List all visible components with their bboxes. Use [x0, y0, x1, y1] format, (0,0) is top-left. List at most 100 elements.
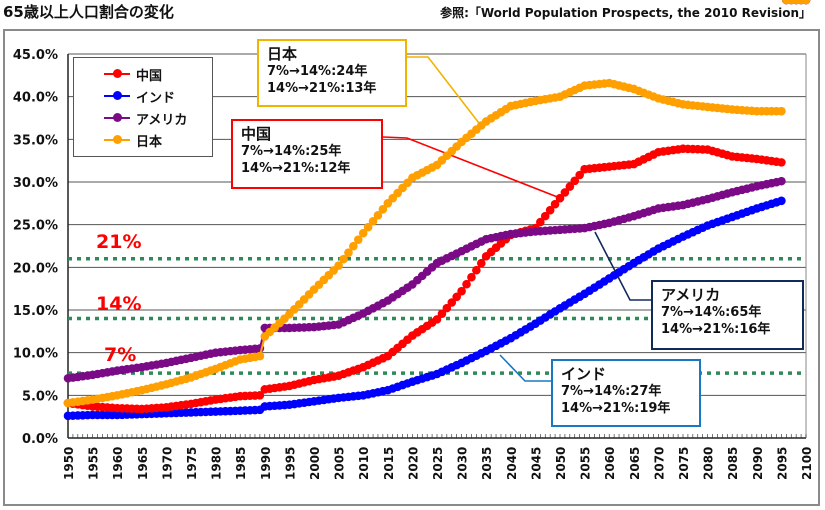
series-日本: [63, 0, 811, 408]
annotation-usa: アメリカ 7%→14%:65年 14%→21%:16年: [651, 280, 804, 350]
x-tick-label: 2025: [431, 447, 445, 480]
leader-line-usa: [594, 231, 651, 301]
data-point: [437, 309, 447, 319]
data-point: [560, 188, 570, 197]
y-tick-label: 25.0%: [13, 219, 58, 234]
data-point: [467, 272, 476, 282]
data-point: [540, 211, 550, 221]
data-point: [777, 158, 786, 167]
reference-line-label: 14%: [96, 293, 141, 315]
annotation-usa-line1: 7%→14%:65年: [661, 305, 762, 320]
legend-item: 中国: [104, 64, 162, 84]
data-point: [368, 216, 378, 226]
source-citation: 参照:「World Population Prospects, the 2010…: [440, 6, 811, 20]
x-tick-label: 1990: [259, 447, 273, 480]
x-tick-label: 1980: [210, 447, 224, 480]
y-tick-label: 20.0%: [13, 261, 58, 276]
x-tick-label: 2055: [579, 447, 593, 480]
legend-item: アメリカ: [104, 108, 187, 128]
x-tick-label: 2015: [382, 447, 396, 480]
data-point: [432, 315, 442, 324]
x-tick-label: 2075: [677, 447, 691, 480]
reference-line-label: 21%: [96, 231, 141, 253]
legend-item: インド: [104, 86, 175, 106]
series-アメリカ: [63, 0, 811, 383]
legend-swatch: [104, 69, 130, 78]
x-tick-label: 2090: [751, 447, 765, 480]
data-point: [462, 279, 471, 289]
x-tick-label: 2005: [333, 447, 347, 480]
data-point: [255, 351, 265, 361]
y-tick-label: 40.0%: [13, 91, 58, 106]
annotation-usa-title: アメリカ: [661, 286, 721, 304]
legend-label: 中国: [136, 68, 163, 84]
legend-item: 日本: [104, 130, 162, 150]
data-point: [550, 199, 560, 209]
x-tick-label: 2045: [529, 447, 543, 480]
data-point: [339, 254, 348, 264]
data-point: [777, 106, 786, 116]
legend-swatch: [104, 91, 130, 100]
y-tick-label: 10.0%: [13, 347, 58, 362]
data-point: [777, 196, 786, 206]
x-tick-label: 1960: [111, 447, 125, 480]
x-tick-label: 2095: [775, 447, 789, 480]
data-point: [353, 235, 363, 244]
annotation-china: 中国 7%→14%:25年 14%→21%:12年: [231, 119, 383, 189]
y-tick-label: 30.0%: [13, 176, 58, 191]
leader-line-china: [382, 136, 561, 199]
data-point: [334, 261, 343, 270]
annotation-japan-line2: 14%→21%:13年: [267, 81, 377, 96]
data-point: [777, 176, 786, 186]
data-point: [349, 241, 358, 251]
data-point: [472, 265, 481, 275]
data-point: [575, 170, 584, 180]
data-point: [358, 228, 368, 238]
chart-legend: 中国インドアメリカ日本: [73, 57, 213, 157]
x-tick-label: 2060: [603, 447, 617, 480]
legend-label: アメリカ: [136, 112, 188, 128]
x-tick-label: 1985: [234, 447, 248, 480]
y-tick-label: 5.0%: [22, 389, 58, 404]
legend-label: 日本: [136, 134, 163, 150]
data-point: [373, 210, 383, 220]
annotation-usa-line2: 14%→21%:16年: [661, 322, 771, 337]
leader-line-japan: [407, 56, 483, 128]
x-tick-label: 2100: [800, 447, 814, 480]
data-point: [363, 222, 373, 232]
x-tick-label: 1950: [62, 447, 76, 480]
x-tick-label: 1995: [283, 447, 297, 480]
annotation-india-title: インド: [561, 365, 607, 383]
data-point: [555, 193, 565, 203]
x-tick-label: 2035: [480, 447, 494, 480]
x-tick-label: 2040: [505, 447, 519, 480]
data-point: [255, 391, 265, 400]
data-point: [447, 298, 457, 307]
x-tick-label: 2080: [702, 447, 716, 480]
data-point: [442, 303, 452, 313]
annotation-china-title: 中国: [241, 125, 272, 143]
annotation-india-line1: 7%→14%:27年: [561, 384, 662, 399]
x-tick-label: 2085: [726, 447, 740, 480]
annotation-japan: 日本 7%→14%:24年 14%→21%:13年: [257, 39, 407, 107]
reference-line-label: 7%: [104, 344, 136, 366]
annotation-japan-title: 日本: [267, 45, 298, 63]
legend-swatch: [104, 113, 130, 122]
data-point: [457, 286, 466, 296]
y-tick-label: 35.0%: [13, 133, 58, 148]
data-point: [536, 217, 545, 227]
legend-swatch: [104, 135, 130, 144]
y-tick-label: 15.0%: [13, 304, 58, 319]
data-point: [565, 182, 575, 191]
data-point: [452, 292, 461, 302]
data-point: [344, 248, 353, 257]
x-tick-label: 1970: [160, 447, 174, 480]
data-point: [476, 258, 486, 268]
data-point: [801, 0, 811, 5]
annotation-india-line2: 14%→21%:19年: [561, 401, 671, 416]
data-point: [545, 205, 555, 215]
y-tick-label: 45.0%: [13, 48, 58, 63]
legend-label: インド: [136, 90, 176, 106]
x-tick-label: 1965: [136, 447, 150, 480]
